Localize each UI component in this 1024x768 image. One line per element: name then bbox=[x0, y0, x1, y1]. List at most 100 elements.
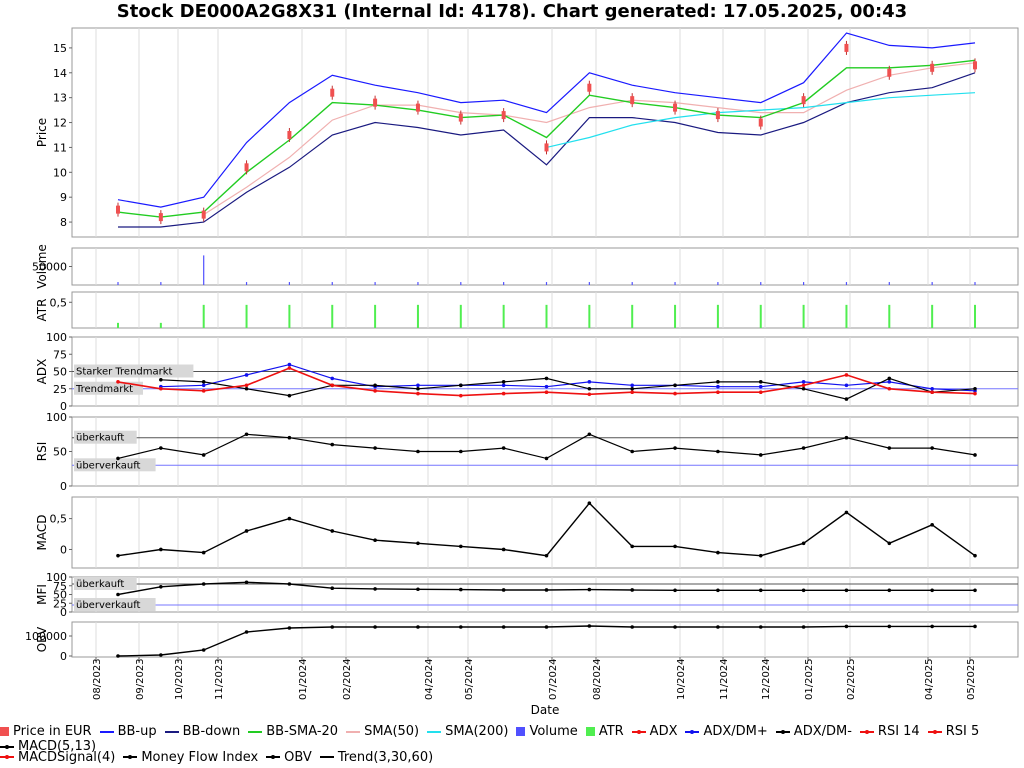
data-point-mfi bbox=[673, 588, 677, 593]
legend-swatch bbox=[927, 729, 942, 734]
legend-item: OBV bbox=[266, 750, 312, 765]
x-tick-label: 08/2024 bbox=[592, 658, 603, 700]
legend-swatch bbox=[516, 727, 526, 736]
legend-item: Volume bbox=[516, 724, 578, 739]
legend-item: Trend(3,30,60) bbox=[319, 750, 433, 765]
data-point-adx-dm-minus bbox=[244, 386, 249, 391]
data-point-adx bbox=[716, 390, 720, 395]
legend-label: Volume bbox=[529, 724, 578, 739]
x-tick-label: 08/2023 bbox=[92, 658, 103, 700]
data-point-macd bbox=[459, 544, 463, 549]
data-point-adx bbox=[758, 390, 763, 395]
legend-label: MACD(5,13) bbox=[18, 739, 97, 754]
y-tick-label: 0 bbox=[60, 606, 67, 619]
data-point-macd bbox=[116, 553, 120, 558]
data-point-mfi bbox=[930, 588, 934, 593]
y-tick-label: 10 bbox=[53, 166, 67, 179]
annotation-bg bbox=[74, 381, 143, 395]
panel-label-adx: ADX bbox=[35, 359, 49, 385]
data-point-adx bbox=[801, 383, 806, 388]
y-tick-label: 25 bbox=[53, 383, 67, 396]
data-point-obv bbox=[587, 624, 592, 628]
x-tick-label: 01/2025 bbox=[804, 658, 815, 700]
annotation-strong-trend: Starker Trendmarkt bbox=[76, 367, 173, 378]
y-tick-label: 75 bbox=[53, 348, 67, 361]
data-point-adx-dm-plus bbox=[844, 383, 849, 388]
legend-item: ADX/DM+ bbox=[685, 724, 768, 739]
price-candle bbox=[544, 143, 549, 152]
data-point-mfi bbox=[287, 582, 292, 586]
legend-swatch bbox=[0, 755, 14, 759]
data-point-obv bbox=[973, 624, 977, 629]
y-tick-label: 0 bbox=[60, 400, 67, 413]
x-tick-label: 04/2024 bbox=[424, 658, 435, 700]
legend-label: Price in EUR bbox=[13, 724, 92, 739]
data-point-adx bbox=[630, 390, 634, 395]
data-point-rsi14 bbox=[330, 442, 335, 447]
data-point-obv bbox=[887, 624, 892, 629]
data-point-macd bbox=[373, 538, 377, 543]
price-candle bbox=[973, 61, 977, 70]
data-point-mfi bbox=[716, 588, 720, 593]
legend-swatch bbox=[859, 729, 874, 734]
data-point-obv bbox=[501, 625, 506, 629]
data-point-obv bbox=[116, 654, 120, 658]
data-point-rsi14 bbox=[801, 446, 806, 450]
data-point-obv bbox=[416, 625, 420, 629]
legend-label: SMA(50) bbox=[364, 724, 420, 739]
data-point-obv bbox=[930, 624, 934, 629]
y-tick-label: 0 bbox=[60, 480, 67, 493]
data-point-adx bbox=[287, 366, 292, 370]
data-point-macd bbox=[544, 553, 549, 558]
data-point-rsi14 bbox=[930, 446, 934, 450]
data-point-adx-dm-plus bbox=[330, 376, 335, 381]
x-tick-label: 11/2023 bbox=[214, 658, 225, 700]
legend-item: Money Flow Index bbox=[123, 750, 258, 765]
chart-area: 89101112131415Price50000Volume0,5ATR0255… bbox=[25, 27, 1019, 717]
data-point-obv bbox=[201, 648, 206, 652]
x-tick-label: 12/2024 bbox=[761, 658, 772, 700]
series-line-bb-up bbox=[117, 32, 976, 208]
y-tick-label: 9 bbox=[60, 191, 67, 204]
data-point-rsi14 bbox=[416, 449, 420, 454]
y-tick-label: 0,5 bbox=[50, 513, 68, 526]
data-point-adx-dm-minus bbox=[501, 380, 506, 384]
data-point-adx-dm-minus bbox=[373, 383, 377, 388]
data-point-macd bbox=[930, 522, 934, 527]
series-line-sma200 bbox=[546, 92, 976, 148]
legend-label: MACDSignal(4) bbox=[18, 749, 116, 765]
data-point-macd bbox=[287, 516, 292, 521]
data-point-mfi bbox=[416, 587, 420, 592]
legend-item: MACDSignal(4) bbox=[0, 750, 115, 765]
x-tick-label: 04/2025 bbox=[924, 658, 935, 700]
data-point-adx-dm-minus bbox=[758, 380, 763, 384]
x-tick-label: 05/2025 bbox=[966, 658, 977, 700]
annotation-oversold: überverkauft bbox=[76, 600, 141, 611]
series-line-bb-sma20 bbox=[117, 59, 976, 218]
data-point-adx-dm-minus bbox=[801, 386, 806, 391]
price-candle bbox=[758, 118, 763, 127]
data-point-mfi bbox=[887, 588, 892, 593]
price-candle bbox=[244, 163, 249, 172]
y-tick-label: 25 bbox=[53, 597, 67, 610]
legend-swatch bbox=[248, 730, 263, 733]
data-point-adx-dm-minus bbox=[416, 386, 420, 391]
data-point-adx bbox=[201, 389, 206, 393]
annotation-overbought: überkauft bbox=[76, 433, 124, 444]
data-point-macd bbox=[244, 529, 249, 533]
data-point-adx bbox=[373, 389, 377, 393]
price-candle bbox=[501, 111, 506, 120]
data-point-macd bbox=[887, 541, 892, 546]
y-tick-label: 100 bbox=[46, 571, 67, 584]
data-point-adx-dm-plus bbox=[887, 380, 892, 384]
y-tick-label: 8 bbox=[60, 216, 67, 229]
data-point-adx bbox=[673, 391, 677, 396]
data-point-adx-dm-minus bbox=[673, 383, 677, 388]
data-point-macd bbox=[716, 550, 720, 555]
y-tick-label: 50 bbox=[53, 589, 67, 602]
series-line-sma50 bbox=[203, 62, 976, 216]
data-point-macd bbox=[416, 541, 420, 546]
data-point-rsi14 bbox=[116, 456, 120, 461]
data-point-obv bbox=[287, 626, 292, 630]
data-point-adx bbox=[459, 393, 463, 398]
